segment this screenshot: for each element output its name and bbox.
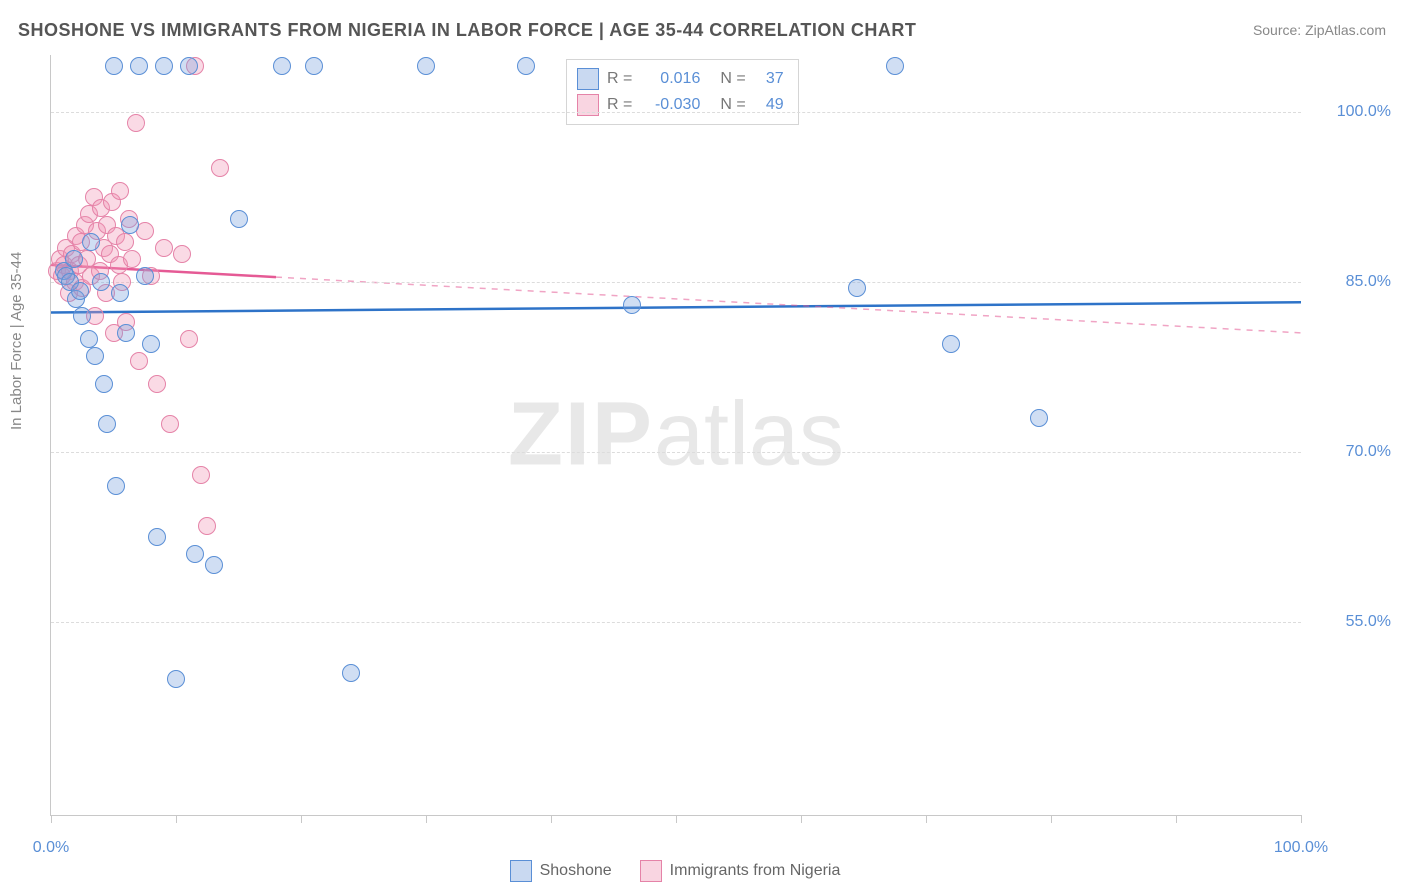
data-point [111, 284, 129, 302]
trend-line [51, 302, 1301, 312]
chart-container: SHOSHONE VS IMMIGRANTS FROM NIGERIA IN L… [0, 0, 1406, 892]
data-point [417, 57, 435, 75]
data-point [192, 466, 210, 484]
data-point [117, 324, 135, 342]
data-point [198, 517, 216, 535]
data-point [116, 233, 134, 251]
x-tick-mark [676, 815, 677, 823]
data-point [95, 375, 113, 393]
x-tick-label: 100.0% [1274, 839, 1328, 857]
data-point [155, 239, 173, 257]
gridline [51, 452, 1301, 453]
data-point [80, 330, 98, 348]
data-point [211, 159, 229, 177]
data-point [130, 352, 148, 370]
data-point [148, 528, 166, 546]
x-tick-mark [1301, 815, 1302, 823]
data-point [121, 216, 139, 234]
stats-row-2: R = -0.030 N = 49 [577, 92, 784, 118]
data-point [173, 245, 191, 263]
data-point [517, 57, 535, 75]
data-point [186, 545, 204, 563]
trend-lines [51, 55, 1301, 815]
data-point [942, 335, 960, 353]
data-point [71, 282, 89, 300]
data-point [65, 250, 83, 268]
watermark: ZIPatlas [508, 384, 844, 487]
data-point [342, 664, 360, 682]
data-point [180, 330, 198, 348]
x-tick-mark [426, 815, 427, 823]
legend: Shoshone Immigrants from Nigeria [50, 860, 1300, 882]
r-value-1: 0.016 [640, 70, 700, 88]
data-point [105, 57, 123, 75]
legend-item: Immigrants from Nigeria [640, 860, 841, 882]
x-tick-label: 0.0% [33, 839, 69, 857]
x-tick-mark [176, 815, 177, 823]
y-tick-label: 70.0% [1311, 443, 1391, 461]
trend-line-dashed [276, 277, 1301, 333]
plot-area: ZIPatlas R = 0.016 N = 37 R = -0.030 N =… [50, 55, 1301, 816]
data-point [180, 57, 198, 75]
data-point [107, 477, 125, 495]
stats-row-1: R = 0.016 N = 37 [577, 66, 784, 92]
data-point [148, 375, 166, 393]
x-tick-mark [51, 815, 52, 823]
data-point [205, 556, 223, 574]
data-point [167, 670, 185, 688]
y-tick-label: 85.0% [1311, 273, 1391, 291]
swatch-blue-icon [510, 860, 532, 882]
gridline [51, 622, 1301, 623]
x-tick-mark [551, 815, 552, 823]
data-point [1030, 409, 1048, 427]
legend-label: Immigrants from Nigeria [670, 862, 841, 880]
data-point [73, 307, 91, 325]
data-point [127, 114, 145, 132]
x-tick-mark [1176, 815, 1177, 823]
legend-item: Shoshone [510, 860, 612, 882]
y-tick-label: 100.0% [1311, 103, 1391, 121]
y-tick-label: 55.0% [1311, 613, 1391, 631]
source-label: Source: ZipAtlas.com [1253, 22, 1386, 38]
data-point [886, 57, 904, 75]
data-point [98, 415, 116, 433]
data-point [273, 57, 291, 75]
x-tick-mark [1051, 815, 1052, 823]
data-point [155, 57, 173, 75]
gridline [51, 282, 1301, 283]
data-point [111, 182, 129, 200]
swatch-blue-icon [577, 68, 599, 90]
data-point [161, 415, 179, 433]
x-tick-mark [926, 815, 927, 823]
data-point [130, 57, 148, 75]
x-tick-mark [301, 815, 302, 823]
gridline [51, 112, 1301, 113]
n-value-1: 37 [754, 70, 784, 88]
data-point [123, 250, 141, 268]
data-point [230, 210, 248, 228]
data-point [623, 296, 641, 314]
y-axis-label: In Labor Force | Age 35-44 [8, 252, 25, 430]
legend-label: Shoshone [540, 862, 612, 880]
stats-box: R = 0.016 N = 37 R = -0.030 N = 49 [566, 59, 799, 125]
data-point [86, 347, 104, 365]
data-point [848, 279, 866, 297]
data-point [92, 273, 110, 291]
data-point [82, 233, 100, 251]
data-point [136, 267, 154, 285]
data-point [305, 57, 323, 75]
x-tick-mark [801, 815, 802, 823]
chart-title: SHOSHONE VS IMMIGRANTS FROM NIGERIA IN L… [18, 20, 916, 41]
data-point [142, 335, 160, 353]
swatch-pink-icon [640, 860, 662, 882]
